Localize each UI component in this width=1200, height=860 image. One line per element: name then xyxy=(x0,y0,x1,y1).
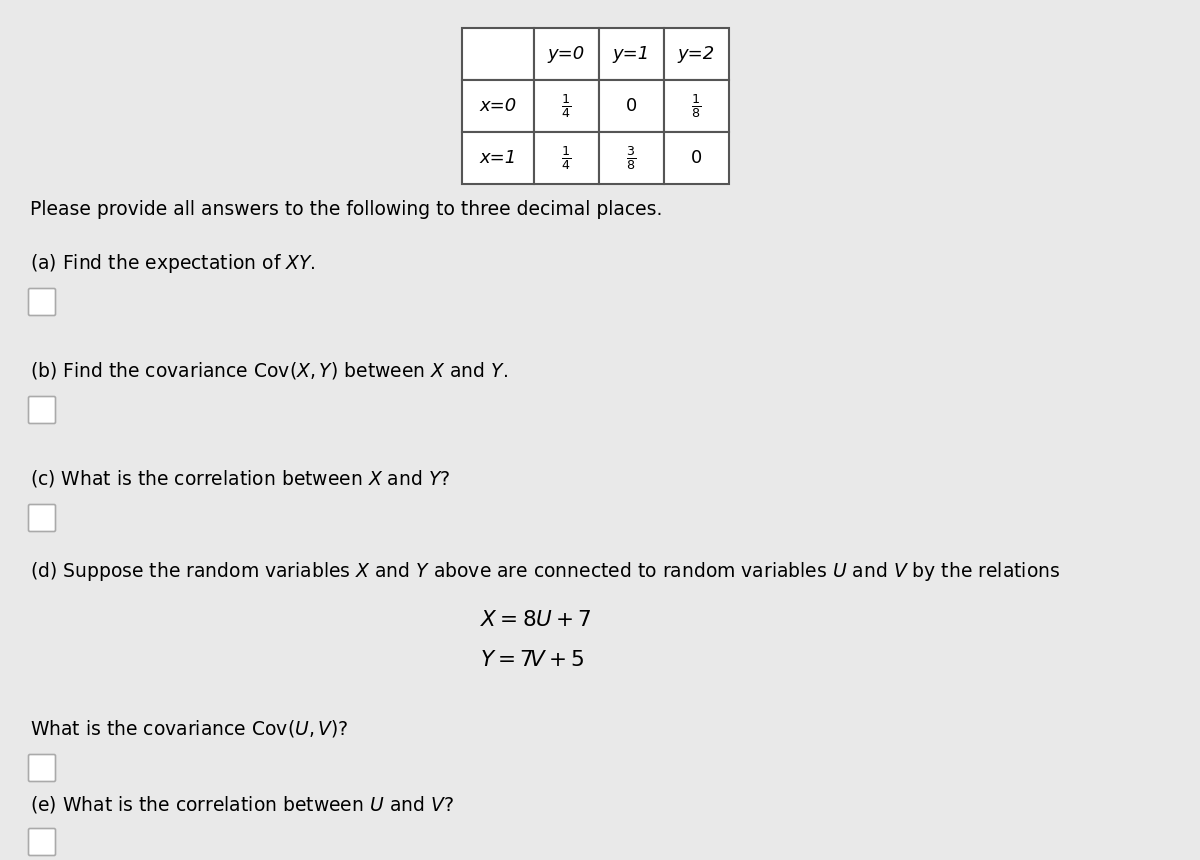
Text: What is the covariance Cov$(\mathit{U}, \mathit{V})$?: What is the covariance Cov$(\mathit{U}, … xyxy=(30,718,348,739)
Text: (d) Suppose the random variables $\mathit{X}$ and $\mathit{Y}$ above are connect: (d) Suppose the random variables $\mathi… xyxy=(30,560,1061,583)
Text: y=0: y=0 xyxy=(548,45,586,63)
Text: (c) What is the correlation between $\mathit{X}$ and $\mathit{Y}$?: (c) What is the correlation between $\ma… xyxy=(30,468,450,489)
Bar xyxy=(534,28,599,80)
Bar xyxy=(462,132,534,184)
Bar xyxy=(462,80,534,132)
Text: $0$: $0$ xyxy=(625,97,637,115)
Text: $\frac{1}{4}$: $\frac{1}{4}$ xyxy=(562,92,571,120)
Text: (a) Find the expectation of $\mathit{XY}$.: (a) Find the expectation of $\mathit{XY}… xyxy=(30,252,316,275)
Text: y=2: y=2 xyxy=(678,45,715,63)
Text: $X = 8U + 7$: $X = 8U + 7$ xyxy=(480,610,592,630)
Text: Please provide all answers to the following to three decimal places.: Please provide all answers to the follow… xyxy=(30,200,662,219)
FancyBboxPatch shape xyxy=(29,396,55,423)
FancyBboxPatch shape xyxy=(29,288,55,316)
Bar xyxy=(664,28,730,80)
Text: $\frac{1}{4}$: $\frac{1}{4}$ xyxy=(562,144,571,172)
FancyBboxPatch shape xyxy=(29,754,55,782)
Bar xyxy=(462,28,534,80)
Text: (b) Find the covariance Cov$(\mathit{X}, \mathit{Y})$ between $\mathit{X}$ and $: (b) Find the covariance Cov$(\mathit{X},… xyxy=(30,360,508,381)
Text: y=1: y=1 xyxy=(613,45,650,63)
Text: $\frac{3}{8}$: $\frac{3}{8}$ xyxy=(626,144,636,172)
Bar xyxy=(664,80,730,132)
Bar xyxy=(599,132,664,184)
Text: x=1: x=1 xyxy=(479,149,517,167)
FancyBboxPatch shape xyxy=(29,505,55,531)
Text: $\frac{1}{8}$: $\frac{1}{8}$ xyxy=(691,92,702,120)
Text: x=0: x=0 xyxy=(479,97,517,115)
FancyBboxPatch shape xyxy=(29,828,55,856)
Text: $0$: $0$ xyxy=(690,149,702,167)
Bar xyxy=(534,132,599,184)
Text: (e) What is the correlation between $\mathit{U}$ and $\mathit{V}$?: (e) What is the correlation between $\ma… xyxy=(30,794,454,815)
Bar xyxy=(664,132,730,184)
Bar xyxy=(599,28,664,80)
Bar xyxy=(599,80,664,132)
Bar xyxy=(534,80,599,132)
Text: $Y = 7V + 5$: $Y = 7V + 5$ xyxy=(480,650,584,670)
